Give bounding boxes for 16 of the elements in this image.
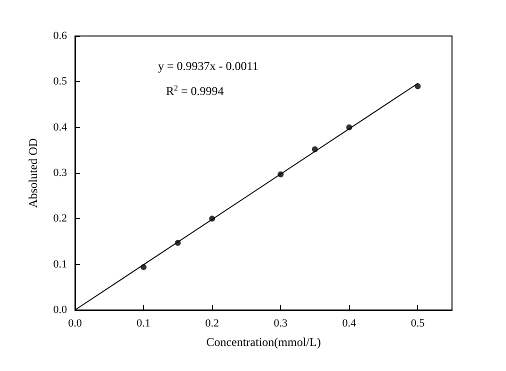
y-tick-label: 0.3 <box>53 167 68 179</box>
y-tick-label: 0.4 <box>53 121 68 134</box>
y-tick-label: 0.0 <box>53 304 68 316</box>
y-tick-label: 0.6 <box>53 30 68 42</box>
x-tick-label: 0.4 <box>342 318 357 330</box>
x-tick-label: 0.2 <box>205 318 219 330</box>
x-tick-label: 0.0 <box>68 318 82 330</box>
x-tick-label: 0.5 <box>410 318 426 330</box>
y-tick-label: 0.5 <box>53 76 68 88</box>
annotation: y = 0.9937x - 0.0011 <box>158 59 258 73</box>
x-tick-label: 0.1 <box>136 318 150 330</box>
x-axis-title: Concentration(mmol/L) <box>206 335 321 349</box>
y-axis-title: Absoluted OD <box>26 138 40 208</box>
x-tick-label: 0.3 <box>274 318 288 330</box>
y-tick-label: 0.1 <box>53 258 67 270</box>
y-tick-label: 0.2 <box>53 212 67 225</box>
